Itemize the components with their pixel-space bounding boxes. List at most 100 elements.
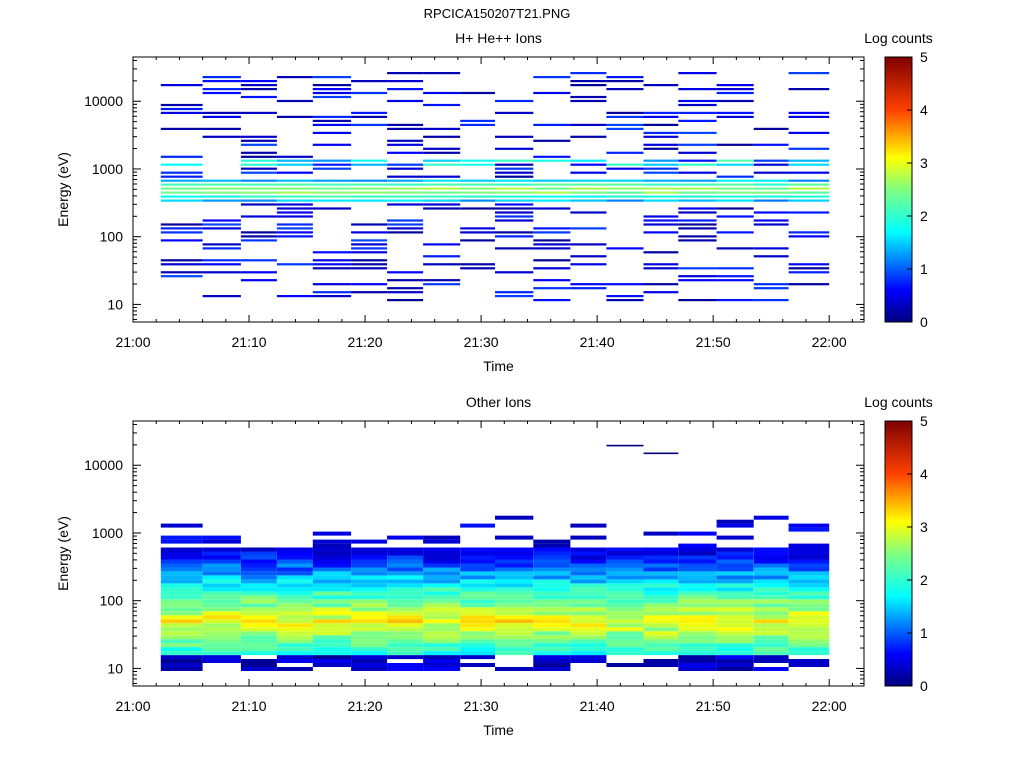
heatmap-cell xyxy=(606,88,644,91)
heatmap-cell xyxy=(606,167,644,170)
heatmap-cell xyxy=(312,583,352,588)
heatmap-cell xyxy=(678,619,717,624)
heatmap-cell xyxy=(312,191,352,194)
heatmap-cell xyxy=(678,655,717,660)
heatmap-cell xyxy=(387,563,424,568)
heatmap-cell xyxy=(495,167,534,170)
heatmap-cell xyxy=(312,283,352,286)
heatmap-cell xyxy=(788,159,830,162)
heatmap-cell xyxy=(570,183,607,186)
heatmap-cell xyxy=(276,76,313,79)
heatmap-cell xyxy=(678,647,717,652)
heatmap-cell xyxy=(788,595,830,600)
heatmap-cell xyxy=(202,583,241,588)
heatmap-cell xyxy=(495,183,534,186)
heatmap-cell xyxy=(788,567,830,572)
colorbar-tick-label: 4 xyxy=(920,102,928,118)
heatmap-cell xyxy=(423,539,461,544)
heatmap-cell xyxy=(460,635,495,640)
heatmap-cell xyxy=(716,163,754,166)
heatmap-cell xyxy=(351,639,388,644)
heatmap-cell xyxy=(788,639,830,644)
heatmap-cell xyxy=(716,207,754,210)
heatmap-cell xyxy=(716,623,754,628)
heatmap-cell xyxy=(533,639,571,644)
heatmap-cell xyxy=(753,283,789,286)
heatmap-cell xyxy=(606,595,644,600)
heatmap-cell xyxy=(753,287,789,290)
heatmap-cells xyxy=(160,72,830,302)
heatmap-cell xyxy=(606,547,644,552)
heatmap-cell xyxy=(788,88,830,91)
heatmap-cell xyxy=(788,283,830,286)
heatmap-cell xyxy=(533,655,571,660)
heatmap-cell xyxy=(202,183,241,186)
heatmap-cell xyxy=(716,647,754,652)
heatmap-cell xyxy=(753,615,789,620)
heatmap-cell xyxy=(753,563,789,568)
heatmap-cell xyxy=(716,159,754,162)
heatmap-cell xyxy=(716,555,754,560)
heatmap-cell xyxy=(312,643,352,648)
heatmap-cell xyxy=(202,295,241,298)
heatmap-cell xyxy=(160,663,203,667)
heatmap-cell xyxy=(387,227,424,230)
heatmap-cell xyxy=(643,159,679,162)
heatmap-cell xyxy=(606,643,644,648)
heatmap-cell xyxy=(460,619,495,624)
heatmap-cell xyxy=(643,563,679,568)
heatmap-cell xyxy=(495,175,534,178)
heatmap-cell xyxy=(716,299,754,302)
heatmap-cell xyxy=(351,111,388,114)
heatmap-cell xyxy=(276,643,313,648)
heatmap-cell xyxy=(240,187,277,190)
heatmap-cell xyxy=(160,595,203,600)
heatmap-cell xyxy=(387,623,424,628)
heatmap-cell xyxy=(276,631,313,636)
heatmap-cell xyxy=(606,151,644,154)
heatmap-cell xyxy=(678,235,717,238)
heatmap-cell xyxy=(276,155,313,158)
heatmap-cell xyxy=(240,191,277,194)
heatmap-cell xyxy=(276,659,313,663)
heatmap-cell xyxy=(276,203,313,206)
heatmap-cell xyxy=(240,551,277,556)
heatmap-cell xyxy=(678,143,717,146)
heatmap-cell xyxy=(495,631,534,636)
heatmap-cell xyxy=(276,179,313,182)
heatmap-cell xyxy=(423,571,461,576)
heatmap-cell xyxy=(387,599,424,604)
heatmap-cell xyxy=(606,199,644,202)
panel-2: 21:00 21:10 21:20 21:30 21:40 21:50 22:0010100… xyxy=(55,394,933,738)
heatmap-cell xyxy=(460,591,495,596)
heatmap-cell xyxy=(460,231,495,234)
y-tick-label: 10000 xyxy=(84,457,123,473)
heatmap-cell xyxy=(387,223,424,226)
heatmap-cell xyxy=(460,623,495,628)
heatmap-cell xyxy=(387,175,424,178)
heatmap-cell xyxy=(570,99,607,103)
heatmap-cell xyxy=(240,135,277,138)
heatmap-cell xyxy=(643,619,679,624)
heatmap-cell xyxy=(312,251,352,254)
heatmap-cell xyxy=(276,607,313,612)
heatmap-cell xyxy=(643,215,679,218)
heatmap-cell xyxy=(643,579,679,584)
heatmap-cell xyxy=(606,631,644,636)
heatmap-cell xyxy=(788,267,830,270)
heatmap-cell xyxy=(276,99,313,103)
heatmap-cell xyxy=(387,647,424,652)
heatmap-cell xyxy=(495,235,534,238)
heatmap-cell xyxy=(678,191,717,194)
heatmap-cell xyxy=(387,655,424,660)
heatmap-cell xyxy=(312,295,352,298)
heatmap-cell xyxy=(678,223,717,226)
heatmap-cell xyxy=(716,88,754,91)
heatmap-cell xyxy=(753,187,789,190)
y-axis: 10 100 1000 10000 xyxy=(84,423,864,684)
heatmap-cell xyxy=(570,243,607,246)
heatmap-cell xyxy=(753,579,789,584)
heatmap-cell xyxy=(753,219,789,222)
heatmap-cell xyxy=(423,91,461,95)
heatmap-cell xyxy=(387,127,424,130)
